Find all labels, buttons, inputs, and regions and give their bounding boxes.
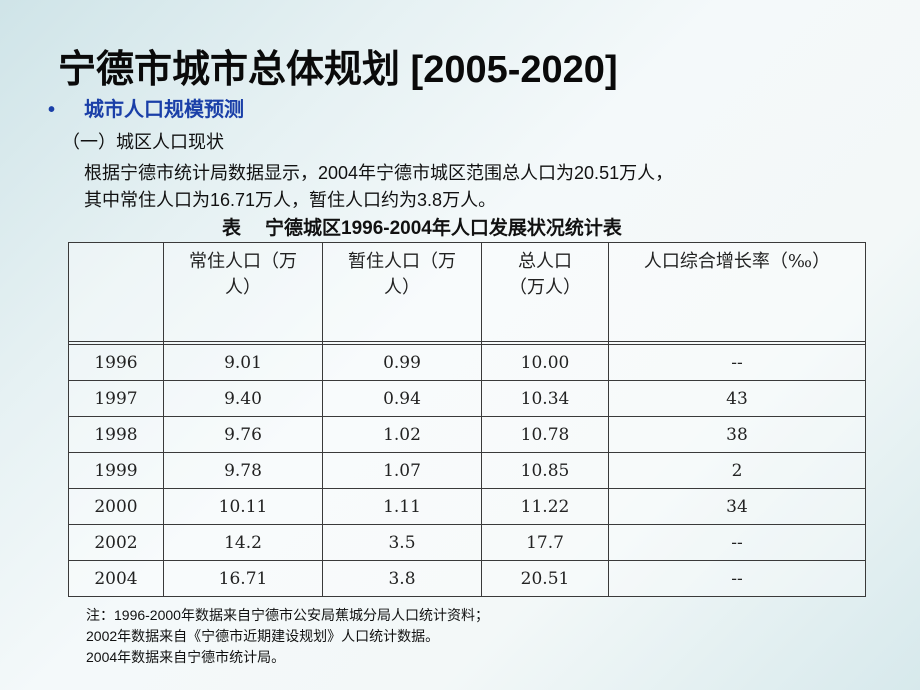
cell-total: 11.22 bbox=[481, 488, 609, 525]
header-cell-resident: 常住人口（万人） bbox=[163, 242, 323, 342]
table-caption: 表 宁德城区1996-2004年人口发展状况统计表 bbox=[222, 213, 622, 240]
cell-temporary: 3.5 bbox=[322, 524, 482, 561]
table-header-row: 常住人口（万人） 暂住人口（万人） 总人口（万人） 人口综合增长率（‰） bbox=[68, 242, 866, 342]
cell-temporary: 1.11 bbox=[322, 488, 482, 525]
cell-temporary: 1.02 bbox=[322, 416, 482, 453]
cell-temporary: 0.94 bbox=[322, 380, 482, 417]
cell-temporary: 3.8 bbox=[322, 560, 482, 597]
slide-title: 宁德市城市总体规划 [2005-2020] bbox=[58, 49, 618, 91]
bullet-item: • 城市人口规模预测 bbox=[48, 93, 244, 122]
table-row: 1998 9.76 1.02 10.78 38 bbox=[68, 416, 866, 453]
cell-resident: 16.71 bbox=[163, 560, 323, 597]
note-line: 2004年数据来自宁德市统计局。 bbox=[86, 649, 286, 665]
bullet-icon: • bbox=[48, 99, 56, 121]
cell-growth: -- bbox=[608, 524, 866, 561]
cell-resident: 10.11 bbox=[163, 488, 323, 525]
cell-total: 10.78 bbox=[481, 416, 609, 453]
section-subheading: （一）城区人口现状 bbox=[62, 132, 224, 152]
note-line: 注：1996-2000年数据来自宁德市公安局蕉城分局人口统计资料； bbox=[86, 607, 489, 623]
table-row: 1999 9.78 1.07 10.85 2 bbox=[68, 452, 866, 489]
cell-resident: 14.2 bbox=[163, 524, 323, 561]
note-line: 2002年数据来自《宁德市近期建设规划》人口统计数据。 bbox=[86, 628, 440, 644]
cell-temporary: 1.07 bbox=[322, 452, 482, 489]
cell-resident: 9.01 bbox=[163, 344, 323, 381]
cell-growth: 38 bbox=[608, 416, 866, 453]
table-row: 2004 16.71 3.8 20.51 -- bbox=[68, 560, 866, 597]
cell-year: 2000 bbox=[68, 488, 164, 525]
cell-growth: 34 bbox=[608, 488, 866, 525]
header-cell-year bbox=[68, 242, 164, 342]
cell-resident: 9.76 bbox=[163, 416, 323, 453]
header-text: 人口综合增长率（‰） bbox=[643, 251, 831, 272]
table-row: 2000 10.11 1.11 11.22 34 bbox=[68, 488, 866, 525]
cell-year: 1998 bbox=[68, 416, 164, 453]
cell-year: 1997 bbox=[68, 380, 164, 417]
header-cell-growth: 人口综合增长率（‰） bbox=[608, 242, 866, 342]
cell-year: 2002 bbox=[68, 524, 164, 561]
cell-total: 10.00 bbox=[481, 344, 609, 381]
cell-growth: 43 bbox=[608, 380, 866, 417]
population-table: 常住人口（万人） 暂住人口（万人） 总人口（万人） 人口综合增长率（‰） 199… bbox=[68, 242, 866, 597]
table-row: 2002 14.2 3.5 17.7 -- bbox=[68, 524, 866, 561]
header-cell-total: 总人口（万人） bbox=[481, 242, 609, 342]
bullet-text: 城市人口规模预测 bbox=[84, 99, 244, 121]
header-text: 暂住人口（万人） bbox=[348, 251, 456, 298]
table-caption-prefix: 表 bbox=[222, 218, 242, 239]
cell-resident: 9.78 bbox=[163, 452, 323, 489]
table-caption-text: 宁德城区1996-2004年人口发展状况统计表 bbox=[265, 218, 622, 239]
cell-growth: 2 bbox=[608, 452, 866, 489]
cell-total: 20.51 bbox=[481, 560, 609, 597]
cell-temporary: 0.99 bbox=[322, 344, 482, 381]
paragraph-line: 其中常住人口为16.71万人，暂住人口约为3.8万人。 bbox=[84, 190, 497, 210]
cell-total: 10.34 bbox=[481, 380, 609, 417]
paragraph-line: 根据宁德市统计局数据显示，2004年宁德市城区范围总人口为20.51万人， bbox=[84, 163, 674, 183]
cell-resident: 9.40 bbox=[163, 380, 323, 417]
table-notes: 注：1996-2000年数据来自宁德市公安局蕉城分局人口统计资料； 2002年数… bbox=[86, 605, 489, 668]
cell-total: 17.7 bbox=[481, 524, 609, 561]
header-text: 总人口（万人） bbox=[509, 251, 581, 298]
intro-paragraph: 根据宁德市统计局数据显示，2004年宁德市城区范围总人口为20.51万人， 其中… bbox=[84, 160, 864, 214]
cell-year: 1996 bbox=[68, 344, 164, 381]
cell-growth: -- bbox=[608, 344, 866, 381]
cell-total: 10.85 bbox=[481, 452, 609, 489]
cell-year: 2004 bbox=[68, 560, 164, 597]
table-row: 1996 9.01 0.99 10.00 -- bbox=[68, 344, 866, 381]
header-text: 常住人口（万人） bbox=[189, 251, 297, 298]
cell-year: 1999 bbox=[68, 452, 164, 489]
header-cell-temporary: 暂住人口（万人） bbox=[322, 242, 482, 342]
table-row: 1997 9.40 0.94 10.34 43 bbox=[68, 380, 866, 417]
cell-growth: -- bbox=[608, 560, 866, 597]
